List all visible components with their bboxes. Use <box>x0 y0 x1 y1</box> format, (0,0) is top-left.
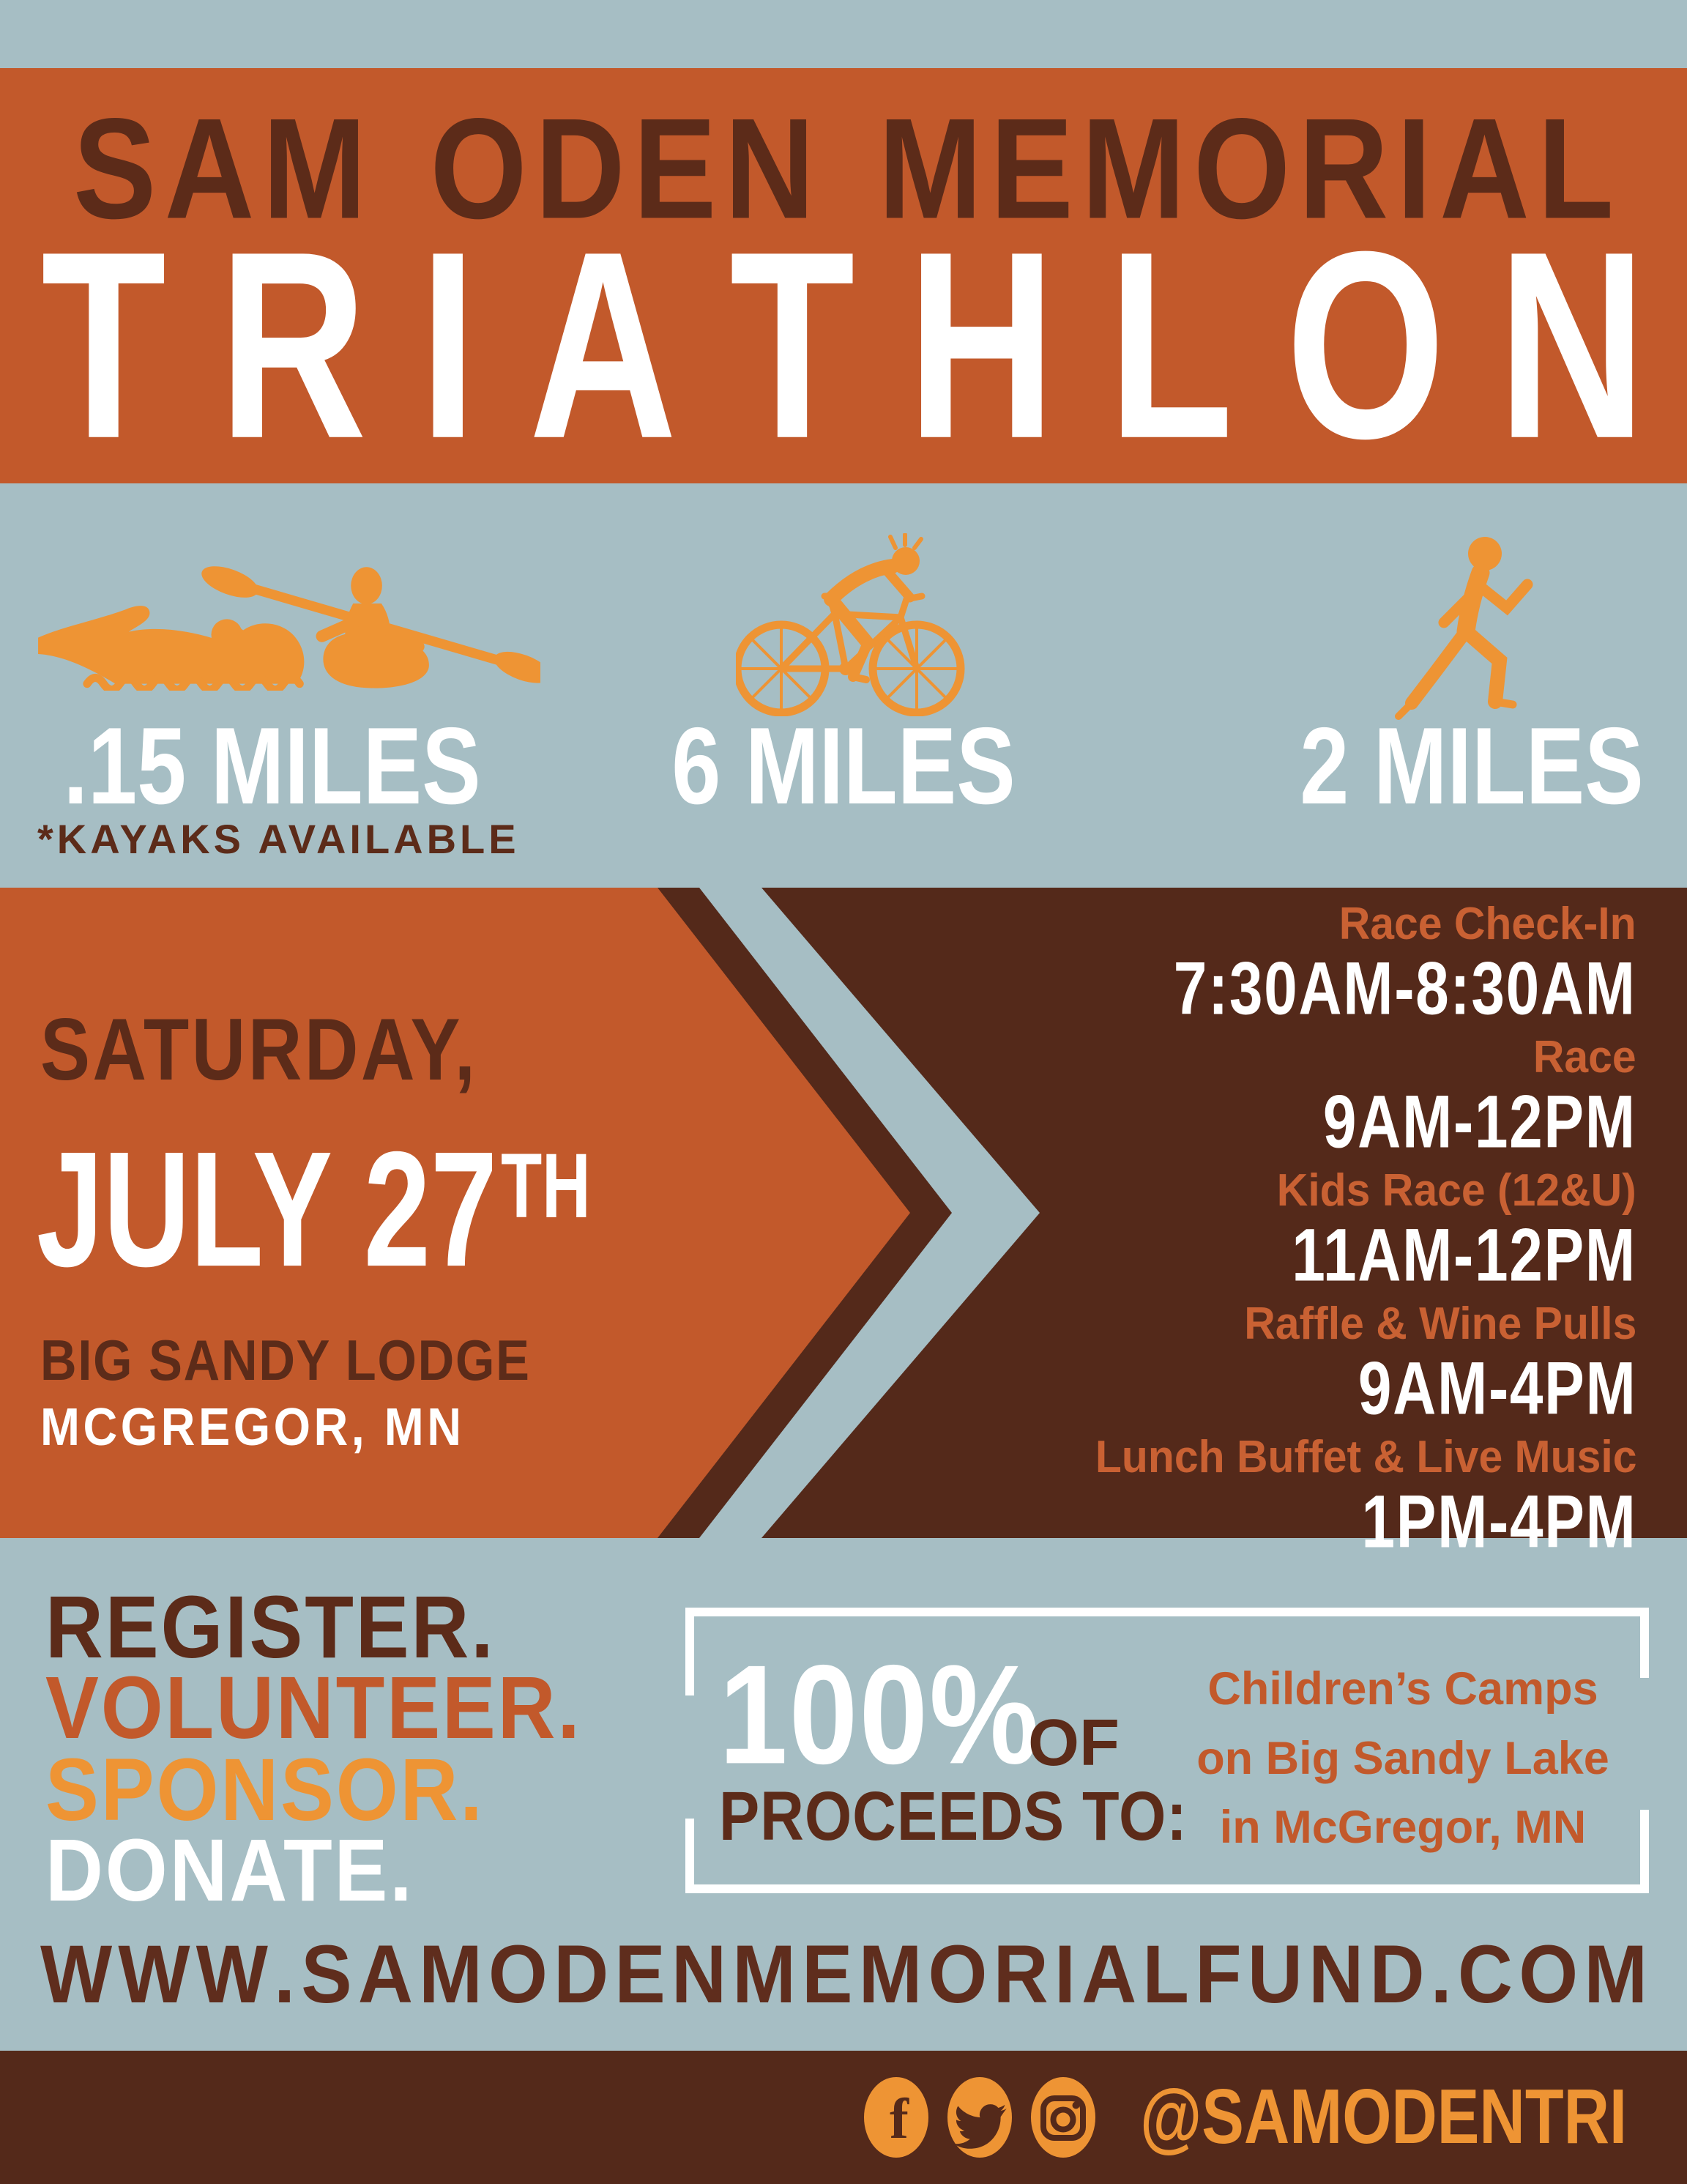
distance-label-run: 2 MILES <box>1300 705 1644 828</box>
box-border-left-bottom <box>685 1819 694 1893</box>
footer-bar: f @SAMODENTRI <box>0 2051 1687 2184</box>
swim-kayak-icon <box>38 566 540 691</box>
beneficiary-line: in McGregor, MN <box>1219 1802 1587 1853</box>
schedule-label: Race <box>1533 1032 1636 1082</box>
runner-icon <box>1395 537 1533 720</box>
distance-label-bike: 6 MILES <box>671 705 1016 828</box>
event-date-main: JULY 27 <box>37 1118 498 1301</box>
box-border-left-top <box>685 1608 694 1695</box>
beneficiary-text: Children’s Camps on Big Sandy Lake in Mc… <box>1169 1654 1637 1862</box>
schedule-time: 11AM-12PM <box>1292 1213 1636 1298</box>
schedule-item: Race 9AM-12PM <box>1254 1032 1636 1165</box>
svg-text:f: f <box>890 2087 909 2150</box>
schedule-item: Lunch Buffet & Live Music 1PM-4PM <box>1067 1432 1636 1564</box>
event-date: JULY 27 TH <box>37 1118 591 1301</box>
schedule-item: Race Check-In 7:30AM-8:30AM <box>1072 899 1636 1031</box>
cta-sponsor: SPONSOR. <box>45 1740 485 1840</box>
beneficiary-line: on Big Sandy Lake <box>1196 1732 1609 1784</box>
twitter-icon[interactable] <box>946 2076 1013 2158</box>
proceeds-of-label: OF <box>1028 1706 1120 1780</box>
schedule-label: Kids Race (12&U) <box>1277 1165 1636 1216</box>
box-border-right-top <box>1640 1608 1649 1678</box>
schedule-item: Raffle & Wine Pulls 9AM-4PM <box>1224 1299 1636 1431</box>
proceeds-percent: 100% <box>719 1635 1040 1794</box>
social-row: f @SAMODENTRI <box>863 2076 1654 2158</box>
box-border-top <box>685 1608 1649 1616</box>
schedule-block-shape <box>761 888 1687 1538</box>
cta-register: REGISTER. <box>45 1578 496 1677</box>
schedule-label: Raffle & Wine Pulls <box>1243 1299 1636 1349</box>
schedule-time: 9AM-4PM <box>1358 1346 1636 1431</box>
proceeds-to-label: PROCEEDS TO: <box>719 1778 1188 1855</box>
schedule-item: Kids Race (12&U) 11AM-12PM <box>1216 1165 1636 1298</box>
arrow-orange-shape <box>0 888 910 1538</box>
cta-volunteer: VOLUNTEER. <box>45 1658 582 1758</box>
beneficiary-line: Children’s Camps <box>1207 1663 1598 1715</box>
instagram-icon[interactable] <box>1029 2076 1097 2158</box>
box-border-right-bottom <box>1640 1810 1649 1893</box>
facebook-icon[interactable]: f <box>863 2076 930 2158</box>
schedule-label: Race Check-In <box>1339 899 1636 949</box>
event-city: MCGREGOR, MN <box>40 1398 465 1457</box>
schedule-time: 9AM-12PM <box>1323 1080 1636 1165</box>
event-date-suffix: TH <box>501 1134 591 1237</box>
cta-donate: DONATE. <box>45 1821 414 1920</box>
schedule-time: 7:30AM-8:30AM <box>1174 946 1636 1031</box>
kayaks-available-note: *KAYAKS AVAILABLE <box>37 816 520 862</box>
box-border-bottom <box>685 1884 1649 1893</box>
event-day: SATURDAY, <box>40 1000 478 1099</box>
proceeds-box: 100% OF PROCEEDS TO: Children’s Camps on… <box>685 1608 1649 1893</box>
social-handle[interactable]: @SAMODENTRI <box>1140 2073 1628 2161</box>
schedule-label: Lunch Buffet & Live Music <box>1095 1432 1636 1482</box>
schedule-time: 1PM-4PM <box>1361 1479 1636 1564</box>
event-venue: BIG SANDY LODGE <box>40 1328 531 1392</box>
arrow-banner <box>0 888 1687 1538</box>
mountain-bike-icon <box>736 533 965 716</box>
distance-label-swim: .15 MILES <box>63 705 481 828</box>
